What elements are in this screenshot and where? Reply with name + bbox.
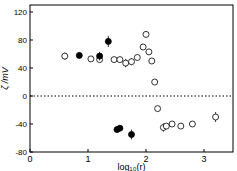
x-tick — [146, 149, 147, 152]
point — [146, 49, 152, 55]
points — [62, 31, 219, 139]
y-tick-label: 40 — [18, 64, 27, 73]
point — [155, 106, 161, 112]
y-tick-label: -80 — [15, 148, 27, 157]
point — [163, 123, 169, 129]
point — [117, 57, 123, 63]
point — [62, 53, 68, 59]
point — [97, 53, 103, 59]
x-axis-label: log₁₀(r) — [118, 162, 146, 171]
point — [213, 114, 219, 120]
point — [88, 56, 94, 62]
point — [178, 123, 184, 129]
point — [129, 59, 135, 65]
y-tick — [30, 12, 33, 13]
point — [169, 121, 175, 127]
point — [189, 121, 195, 127]
x-tick-label: 3 — [201, 154, 206, 164]
point — [140, 44, 146, 50]
x-tick — [88, 149, 89, 152]
point — [117, 125, 123, 131]
chart: 0123-80-4004080120log₁₀(r)ζ /mV — [0, 0, 237, 171]
y-tick — [30, 40, 33, 41]
reference-line — [30, 96, 233, 97]
x-tick-label: 0 — [27, 154, 32, 164]
point — [134, 55, 140, 61]
y-tick-label: -40 — [15, 120, 27, 129]
point — [111, 57, 117, 63]
point — [143, 31, 149, 37]
x-tick-label: 1 — [85, 154, 90, 164]
x-tick — [204, 149, 205, 152]
point — [129, 132, 135, 138]
point — [123, 60, 129, 66]
point — [76, 52, 82, 58]
y-tick — [30, 152, 33, 153]
y-tick — [30, 68, 33, 69]
point — [152, 79, 158, 85]
plot-frame — [30, 5, 233, 152]
y-tick-label: 80 — [18, 36, 27, 45]
point — [105, 38, 111, 44]
y-axis-label: ζ /mV — [0, 66, 10, 90]
y-tick-label: 120 — [14, 8, 28, 17]
point — [149, 58, 155, 64]
y-tick-label: 0 — [23, 92, 28, 101]
y-tick — [30, 124, 33, 125]
